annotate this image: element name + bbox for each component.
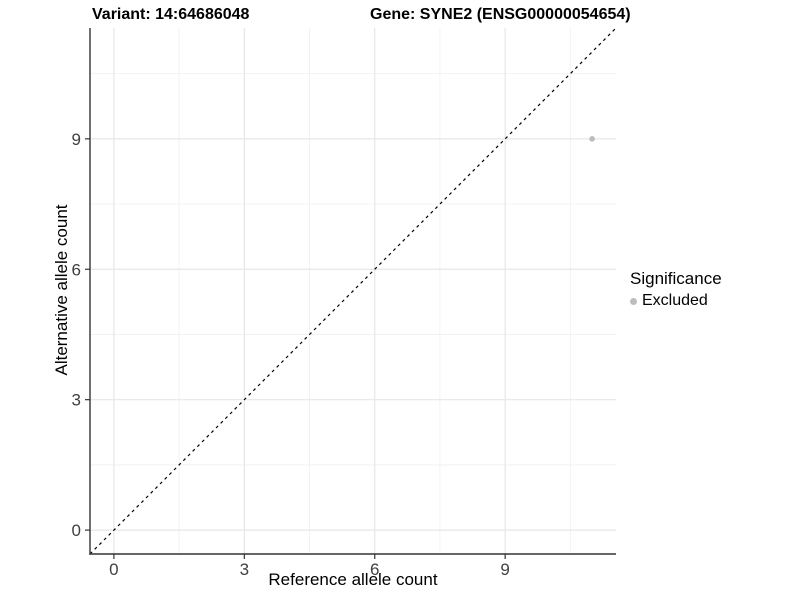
legend-item-label: Excluded — [642, 292, 708, 309]
x-tick-label: 6 — [370, 560, 379, 579]
plot-title-row: Variant: 14:64686048 Gene: SYNE2 (ENSG00… — [0, 6, 800, 28]
data-point — [589, 136, 595, 142]
x-tick-label: 9 — [500, 560, 509, 579]
x-tick-label: 3 — [240, 560, 249, 579]
y-tick-label: 9 — [72, 130, 81, 149]
legend-dot-icon — [630, 297, 637, 305]
y-tick-label: 3 — [72, 391, 81, 410]
variant-title: Variant: 14:64686048 — [92, 6, 250, 23]
y-axis-title: Alternative allele count — [52, 204, 71, 376]
legend-title: Significance — [630, 269, 722, 288]
identity-line — [89, 27, 617, 555]
y-tick-label: 0 — [72, 521, 81, 540]
gene-title: Gene: SYNE2 (ENSG00000054654) — [370, 6, 631, 23]
legend-item-excluded: Excluded — [630, 292, 722, 310]
legend: Significance Excluded — [630, 269, 722, 310]
x-tick-label: 0 — [109, 560, 118, 579]
x-axis-title: Reference allele count — [268, 570, 438, 589]
y-tick-label: 6 — [72, 260, 81, 279]
